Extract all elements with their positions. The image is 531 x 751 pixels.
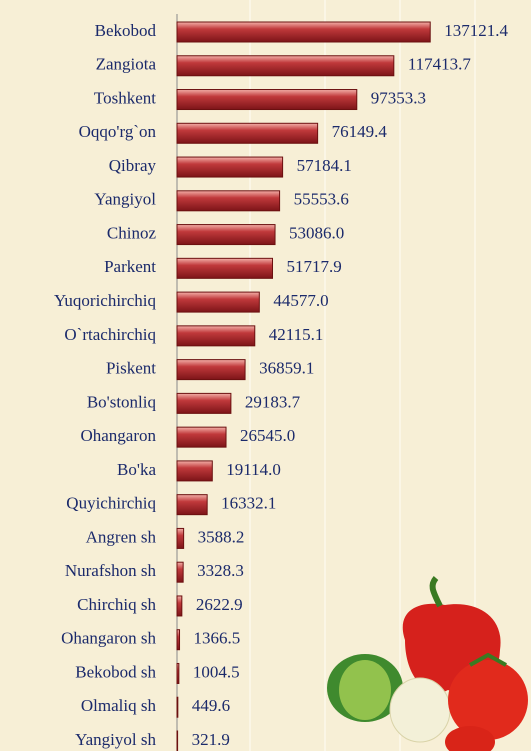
bar — [176, 629, 181, 651]
bar — [176, 156, 284, 178]
value-label: 53086.0 — [289, 223, 344, 242]
category-label: Parkent — [104, 257, 156, 276]
value-label: 55553.6 — [294, 190, 349, 209]
value-label: 36859.1 — [259, 359, 314, 378]
bar — [176, 291, 260, 313]
bar — [176, 527, 185, 549]
bar — [176, 595, 183, 617]
category-label: Yangiyol — [94, 190, 156, 209]
bar — [176, 359, 246, 381]
bar — [176, 426, 227, 448]
category-label: Zangiota — [96, 55, 157, 74]
category-label: Bekobod sh — [75, 662, 156, 681]
value-label: 2622.9 — [196, 595, 243, 614]
category-label: Yuqorichirchiq — [54, 291, 156, 310]
bar — [176, 460, 213, 482]
category-label: Yangiyol sh — [75, 730, 156, 749]
category-label: Qibray — [109, 156, 157, 175]
value-label: 57184.1 — [297, 156, 352, 175]
value-label: 19114.0 — [226, 460, 281, 479]
category-label: Chinoz — [107, 223, 157, 242]
bar — [176, 190, 281, 212]
bar — [176, 696, 179, 718]
category-label: Oqqo'rg`on — [79, 122, 157, 141]
value-label: 1004.5 — [193, 662, 240, 681]
bar — [176, 122, 319, 144]
value-label: 321.9 — [192, 730, 230, 749]
category-label: Ohangaron — [80, 426, 156, 445]
bar — [176, 55, 395, 77]
bar — [176, 257, 274, 279]
bar — [176, 392, 232, 414]
category-label: Toshkent — [94, 88, 156, 107]
bar — [176, 325, 256, 347]
bar — [176, 561, 184, 583]
bar — [176, 494, 208, 516]
bar — [176, 730, 179, 751]
category-label: Bekobod — [95, 21, 157, 40]
value-label: 26545.0 — [240, 426, 295, 445]
value-label: 97353.3 — [371, 88, 426, 107]
value-label: 1366.5 — [194, 629, 241, 648]
bar — [176, 21, 431, 43]
category-label: O`rtachirchiq — [64, 325, 156, 344]
bar — [176, 89, 358, 111]
bar — [176, 224, 276, 246]
value-label: 44577.0 — [273, 291, 328, 310]
value-label: 449.6 — [192, 696, 230, 715]
value-label: 29183.7 — [245, 392, 301, 411]
value-label: 137121.4 — [444, 21, 508, 40]
vegetables-decoration — [327, 576, 528, 751]
bar — [176, 662, 180, 684]
value-label: 117413.7 — [408, 55, 472, 74]
value-label: 3588.2 — [198, 527, 245, 546]
value-label: 3328.3 — [197, 561, 244, 580]
value-label: 76149.4 — [332, 122, 388, 141]
category-label: Nurafshon sh — [65, 561, 157, 580]
value-label: 42115.1 — [269, 325, 324, 344]
value-label: 16332.1 — [221, 494, 276, 513]
category-label: Chirchiq sh — [77, 595, 156, 614]
value-label: 51717.9 — [287, 257, 342, 276]
category-label: Quyichirchiq — [66, 494, 156, 513]
category-label: Angren sh — [86, 527, 157, 546]
category-label: Piskent — [106, 359, 156, 378]
category-label: Olmaliq sh — [81, 696, 157, 715]
category-label: Bo'stonliq — [87, 392, 157, 411]
category-label: Ohangaron sh — [61, 629, 156, 648]
category-label: Bo'ka — [117, 460, 156, 479]
